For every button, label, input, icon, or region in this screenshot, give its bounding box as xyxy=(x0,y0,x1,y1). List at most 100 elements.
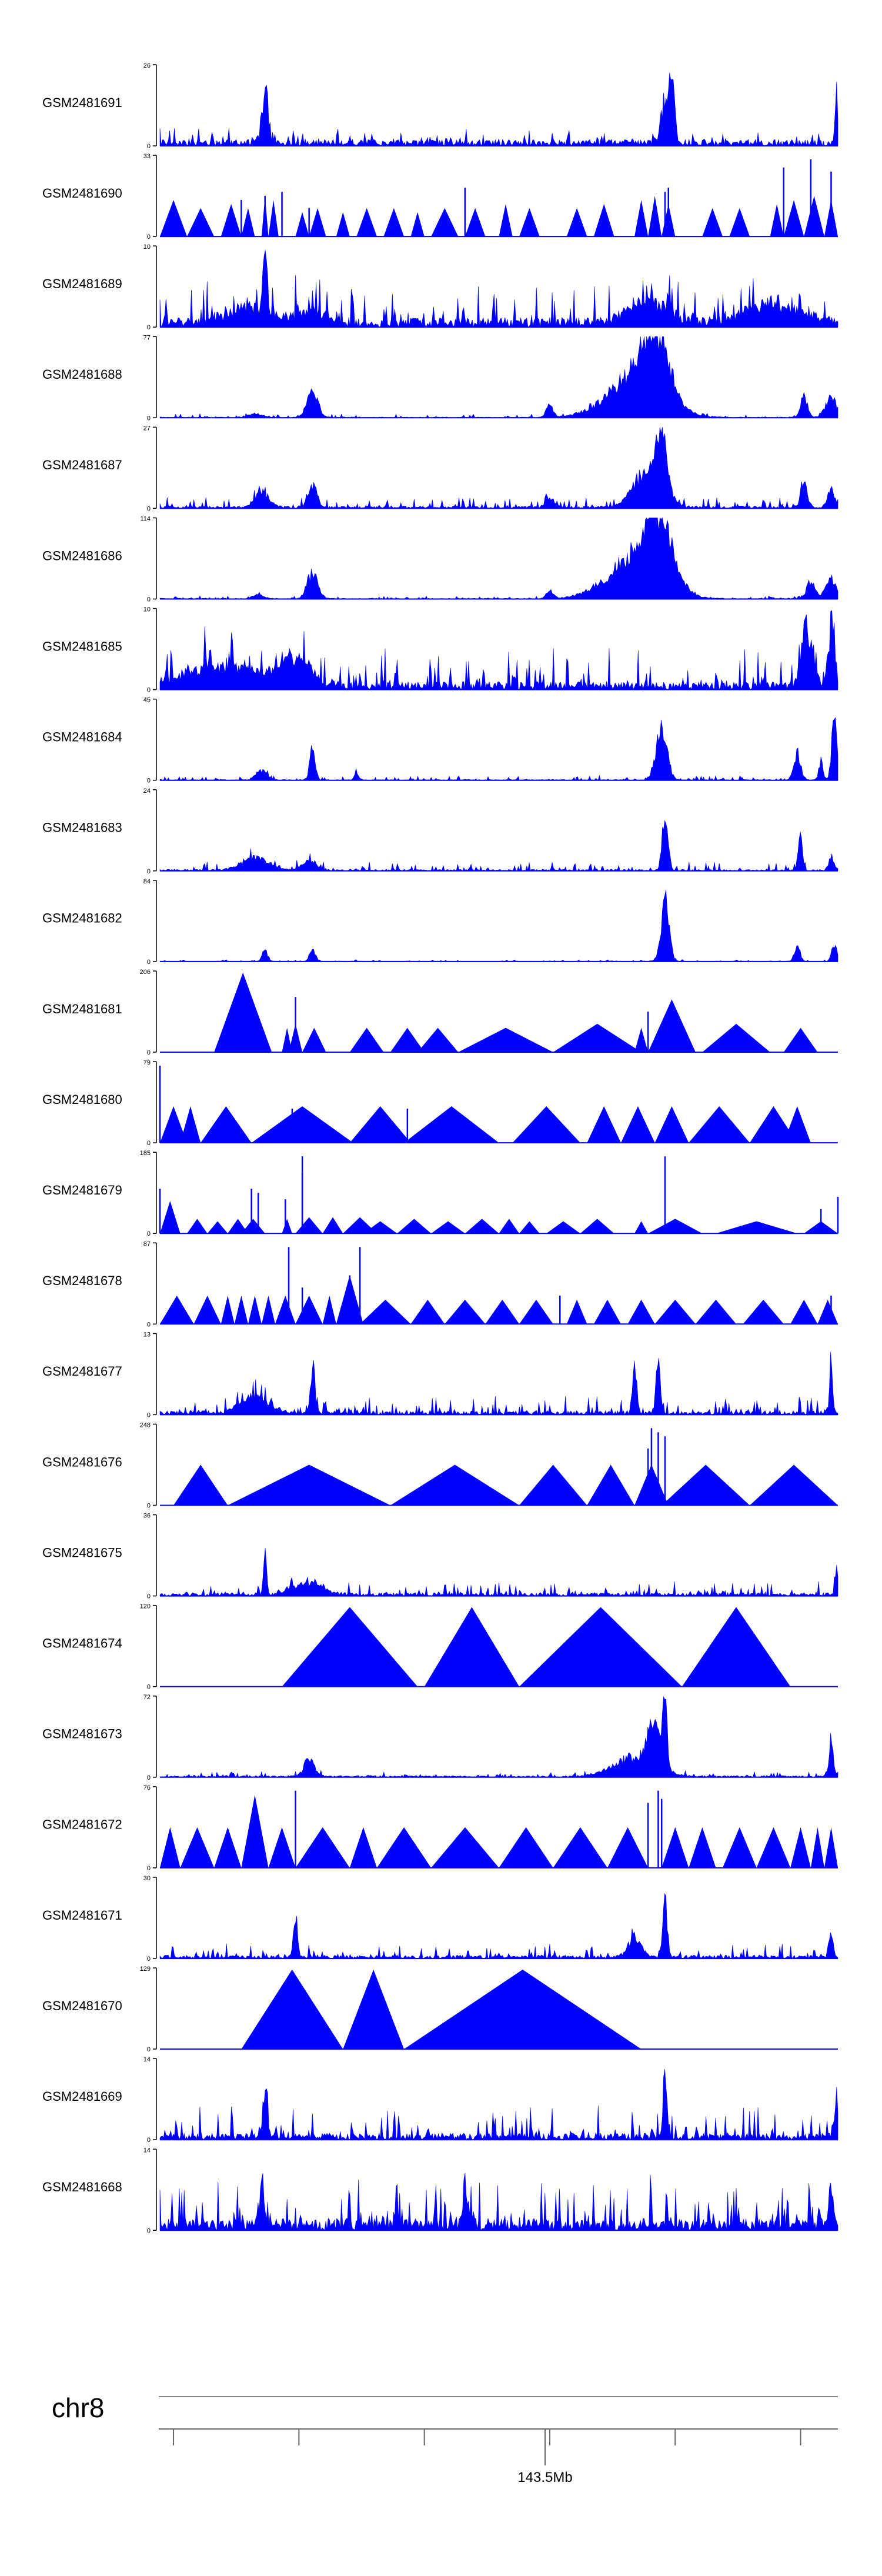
axis-ticks xyxy=(173,2429,801,2465)
track-label: GSM2481682 xyxy=(42,911,122,926)
signal-triangle xyxy=(180,1827,215,1868)
signal-triangle xyxy=(390,1027,425,1052)
signal-triangle xyxy=(241,1969,343,2050)
signal-triangle xyxy=(295,1827,350,1868)
signal-area xyxy=(159,336,838,418)
signal-triangle xyxy=(546,1221,580,1234)
signal-triangle xyxy=(553,1827,607,1868)
y-min-label: 0 xyxy=(147,1865,151,1872)
y-min-label: 0 xyxy=(147,2227,151,2234)
signal-triangle xyxy=(465,1219,499,1234)
track-label: GSM2481686 xyxy=(42,548,122,563)
y-max-label: 10 xyxy=(143,606,151,613)
y-max-label: 185 xyxy=(140,1150,151,1157)
track-label: GSM2481672 xyxy=(42,1817,122,1832)
y-min-label: 0 xyxy=(147,2046,151,2053)
track-label: GSM2481685 xyxy=(42,639,122,653)
track: GSM2481691 26 0 xyxy=(42,62,838,150)
signal-triangle xyxy=(220,1296,235,1324)
y-max-label: 72 xyxy=(143,1694,151,1701)
genome-axis: chr8 143.5Mb xyxy=(52,2393,838,2485)
y-max-label: 33 xyxy=(143,153,151,160)
signal-triangle xyxy=(187,1219,208,1234)
signal-triangle xyxy=(817,1299,838,1324)
signal-triangle xyxy=(160,1827,181,1868)
signal-triangle xyxy=(750,1106,797,1143)
signal-triangle xyxy=(607,1827,649,1868)
signal-triangle xyxy=(261,1296,275,1324)
y-min-label: 0 xyxy=(147,415,151,422)
track: GSM2481689 10 0 xyxy=(42,243,838,331)
track: GSM2481686 114 0 xyxy=(42,516,838,603)
y-min-label: 0 xyxy=(147,596,151,603)
y-max-label: 76 xyxy=(143,1784,151,1791)
signal-triangle xyxy=(251,1106,353,1143)
signal-triangle xyxy=(445,1299,486,1324)
signal-triangle xyxy=(648,999,696,1052)
signal-triangle xyxy=(431,208,459,237)
signal-area xyxy=(159,72,838,146)
track-label: GSM2481678 xyxy=(42,1273,122,1288)
signal-triangle xyxy=(580,1219,614,1234)
track-label: GSM2481668 xyxy=(42,2180,122,2194)
track: GSM2481680 79 0 xyxy=(42,1059,838,1147)
signal-triangle xyxy=(322,1217,343,1234)
track-label: GSM2481683 xyxy=(42,820,122,835)
y-max-label: 14 xyxy=(143,2056,151,2063)
y-max-label: 87 xyxy=(143,1240,151,1247)
track-label: GSM2481681 xyxy=(42,1002,122,1016)
y-max-label: 129 xyxy=(140,1966,151,1973)
signal-triangle xyxy=(180,1106,201,1143)
track: GSM2481676 248 0 xyxy=(42,1422,838,1510)
y-min-label: 0 xyxy=(147,505,151,512)
y-min-label: 0 xyxy=(147,687,151,694)
signal-triangle xyxy=(512,1106,580,1143)
signal-triangle xyxy=(499,203,513,237)
signal-triangle xyxy=(458,1027,553,1052)
signal-triangle xyxy=(587,1106,621,1143)
track-label: GSM2481688 xyxy=(42,367,122,382)
track-label: GSM2481674 xyxy=(42,1636,122,1650)
y-max-label: 30 xyxy=(143,1875,151,1882)
chromosome-label: chr8 xyxy=(52,2393,104,2423)
signal-triangle xyxy=(689,1106,750,1143)
signal-triangle xyxy=(363,1221,397,1234)
signal-triangle xyxy=(750,1464,838,1506)
y-max-label: 84 xyxy=(143,878,151,885)
y-max-label: 248 xyxy=(140,1422,151,1429)
track: GSM2481683 24 0 xyxy=(42,788,838,875)
y-min-label: 0 xyxy=(147,1593,151,1600)
y-min-label: 0 xyxy=(147,778,151,785)
track-label: GSM2481680 xyxy=(42,1092,122,1107)
signal-triangle xyxy=(295,1296,323,1324)
signal-triangle xyxy=(160,1296,194,1324)
y-min-label: 0 xyxy=(147,143,151,150)
signal-triangle xyxy=(201,1106,252,1143)
signal-triangle xyxy=(160,1201,181,1234)
signal-triangle xyxy=(593,1299,621,1324)
signal-triangle xyxy=(268,1827,296,1868)
track: GSM2481668 14 0 xyxy=(42,2147,838,2234)
signal-area xyxy=(159,610,838,690)
signal-triangle xyxy=(790,1827,811,1868)
signal-area xyxy=(159,1352,838,1416)
signal-triangle xyxy=(783,200,804,237)
signal-triangle xyxy=(662,1464,750,1506)
signal-triangle xyxy=(282,1027,292,1052)
signal-area xyxy=(159,427,838,509)
signal-triangle xyxy=(634,200,649,237)
signal-triangle xyxy=(343,1217,377,1234)
signal-triangle xyxy=(295,1217,323,1234)
signal-triangle xyxy=(295,212,309,237)
y-max-label: 10 xyxy=(143,243,151,251)
signal-area xyxy=(159,1893,838,1959)
signal-triangle xyxy=(519,208,540,237)
y-min-label: 0 xyxy=(147,1049,151,1056)
signal-triangle xyxy=(160,200,188,237)
y-min-label: 0 xyxy=(147,1774,151,1781)
signal-triangle xyxy=(702,208,723,237)
signal-triangle xyxy=(410,212,425,237)
track-label: GSM2481675 xyxy=(42,1545,122,1560)
track-label: GSM2481679 xyxy=(42,1183,122,1197)
y-max-label: 45 xyxy=(143,697,151,704)
